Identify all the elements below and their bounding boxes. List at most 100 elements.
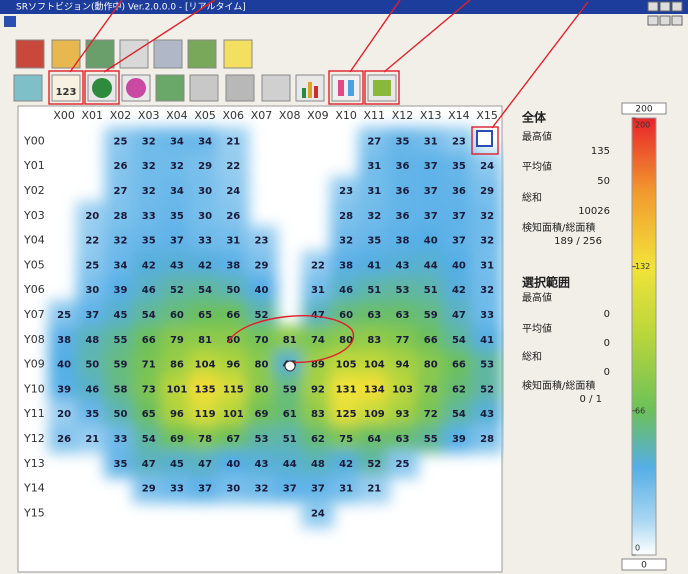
tool-button[interactable]	[261, 74, 291, 102]
child-restore-button[interactable]	[659, 15, 671, 26]
cell-value: 22	[311, 260, 325, 271]
heat-cell	[48, 300, 81, 330]
tool-button[interactable]	[153, 39, 183, 69]
cell-value: 54	[452, 335, 466, 346]
tool-button[interactable]	[155, 74, 185, 102]
heat-cell	[104, 275, 137, 305]
heat-cell	[414, 350, 447, 379]
icon	[348, 80, 354, 96]
cell-value: 54	[142, 434, 156, 445]
cell-value: 32	[114, 236, 128, 247]
heat-cell	[132, 300, 165, 330]
cell-value: 101	[223, 409, 244, 420]
cell-value: 101	[166, 384, 187, 395]
tool-button[interactable]	[119, 39, 149, 69]
heat-cell	[132, 151, 165, 181]
cell-value: 77	[396, 335, 410, 346]
heat-cell	[442, 201, 475, 231]
cell-value: 83	[311, 409, 325, 420]
heat-cell	[471, 325, 504, 355]
tool-button[interactable]	[15, 39, 45, 69]
selected-cell[interactable]	[476, 130, 493, 147]
close-button[interactable]	[671, 1, 683, 12]
heat-cell	[273, 399, 306, 429]
heat-cell	[471, 201, 504, 231]
heat-cell	[414, 176, 447, 206]
heat-cell	[301, 424, 334, 454]
heat-cell	[104, 300, 137, 330]
tool-button[interactable]	[51, 74, 81, 102]
row-header: Y03	[23, 209, 45, 222]
cell-value: 39	[57, 384, 71, 395]
cell-value: 55	[114, 335, 128, 346]
heat-cell	[160, 275, 193, 305]
cell-value: 46	[85, 384, 99, 395]
row-header: Y07	[23, 308, 45, 321]
heat-cell	[330, 226, 363, 255]
heat-cell	[48, 375, 81, 404]
cell-value: 42	[452, 285, 466, 296]
child-close-button[interactable]	[671, 15, 683, 26]
cell-value: 93	[396, 409, 410, 420]
cell-value: 64	[367, 434, 381, 445]
heat-cell	[48, 325, 81, 355]
heat-cell	[358, 251, 391, 280]
heat-cell	[104, 251, 137, 280]
cell-value: 59	[283, 384, 297, 395]
heat-cell	[442, 251, 475, 280]
tool-button[interactable]	[223, 39, 253, 69]
cell-value: 31	[367, 186, 381, 197]
tool-button[interactable]	[331, 74, 361, 102]
cell-value: 58	[114, 384, 128, 395]
cell-value: 35	[114, 459, 128, 470]
heat-cell	[330, 474, 363, 503]
window-controls[interactable]	[647, 1, 683, 26]
cell-value: 34	[114, 260, 128, 271]
tool-button[interactable]	[189, 74, 219, 102]
heat-cell	[414, 375, 447, 404]
upper-spinner[interactable]	[621, 102, 667, 115]
child-minimize-button[interactable]	[647, 15, 659, 26]
cell-value: 40	[226, 459, 240, 470]
cell-value: 35	[85, 409, 99, 420]
cell-value: 115	[223, 384, 244, 395]
heat-cell	[414, 226, 447, 255]
heat-cell	[414, 424, 447, 454]
cell-value: 66	[226, 310, 240, 321]
tool-button[interactable]	[225, 74, 255, 102]
cell-value: 43	[255, 459, 269, 470]
heat-cell	[471, 375, 504, 404]
minimize-button[interactable]	[647, 1, 659, 12]
cell-value: 63	[396, 310, 410, 321]
heat-cell	[104, 325, 137, 355]
cell-value: 38	[339, 260, 353, 271]
value: 0 / 1	[580, 394, 602, 405]
heat-cell	[48, 424, 81, 454]
label: 検知面積/総面積	[522, 379, 595, 392]
lower-spinner[interactable]	[621, 558, 667, 571]
heat-cell	[217, 251, 250, 280]
tool-button[interactable]	[85, 39, 115, 69]
heat-cell	[76, 399, 109, 429]
heat-cell	[132, 251, 165, 280]
heat-cell	[386, 350, 419, 379]
heat-cell	[442, 375, 475, 404]
tool-button[interactable]	[51, 39, 81, 69]
column-header: X06	[223, 109, 245, 122]
maximize-button[interactable]	[659, 1, 671, 12]
heat-cell	[104, 424, 137, 454]
cell-value: 37	[452, 211, 466, 222]
cell-value: 96	[170, 409, 184, 420]
heat-cell	[471, 251, 504, 280]
heat-cell	[132, 176, 165, 206]
heat-cell	[217, 226, 250, 255]
cell-value: 29	[480, 186, 494, 197]
tool-button[interactable]	[187, 39, 217, 69]
heat-cell	[132, 449, 165, 479]
cell-value: 36	[396, 186, 410, 197]
cell-value: 25	[396, 459, 410, 470]
cell-value: 131	[336, 384, 357, 395]
cell-value: 32	[170, 161, 184, 172]
tool-button[interactable]	[13, 74, 43, 102]
window-title: SRソフトビジョン(動作中) Ver.2.0.0.0 - [リアルタイム]	[16, 1, 246, 13]
